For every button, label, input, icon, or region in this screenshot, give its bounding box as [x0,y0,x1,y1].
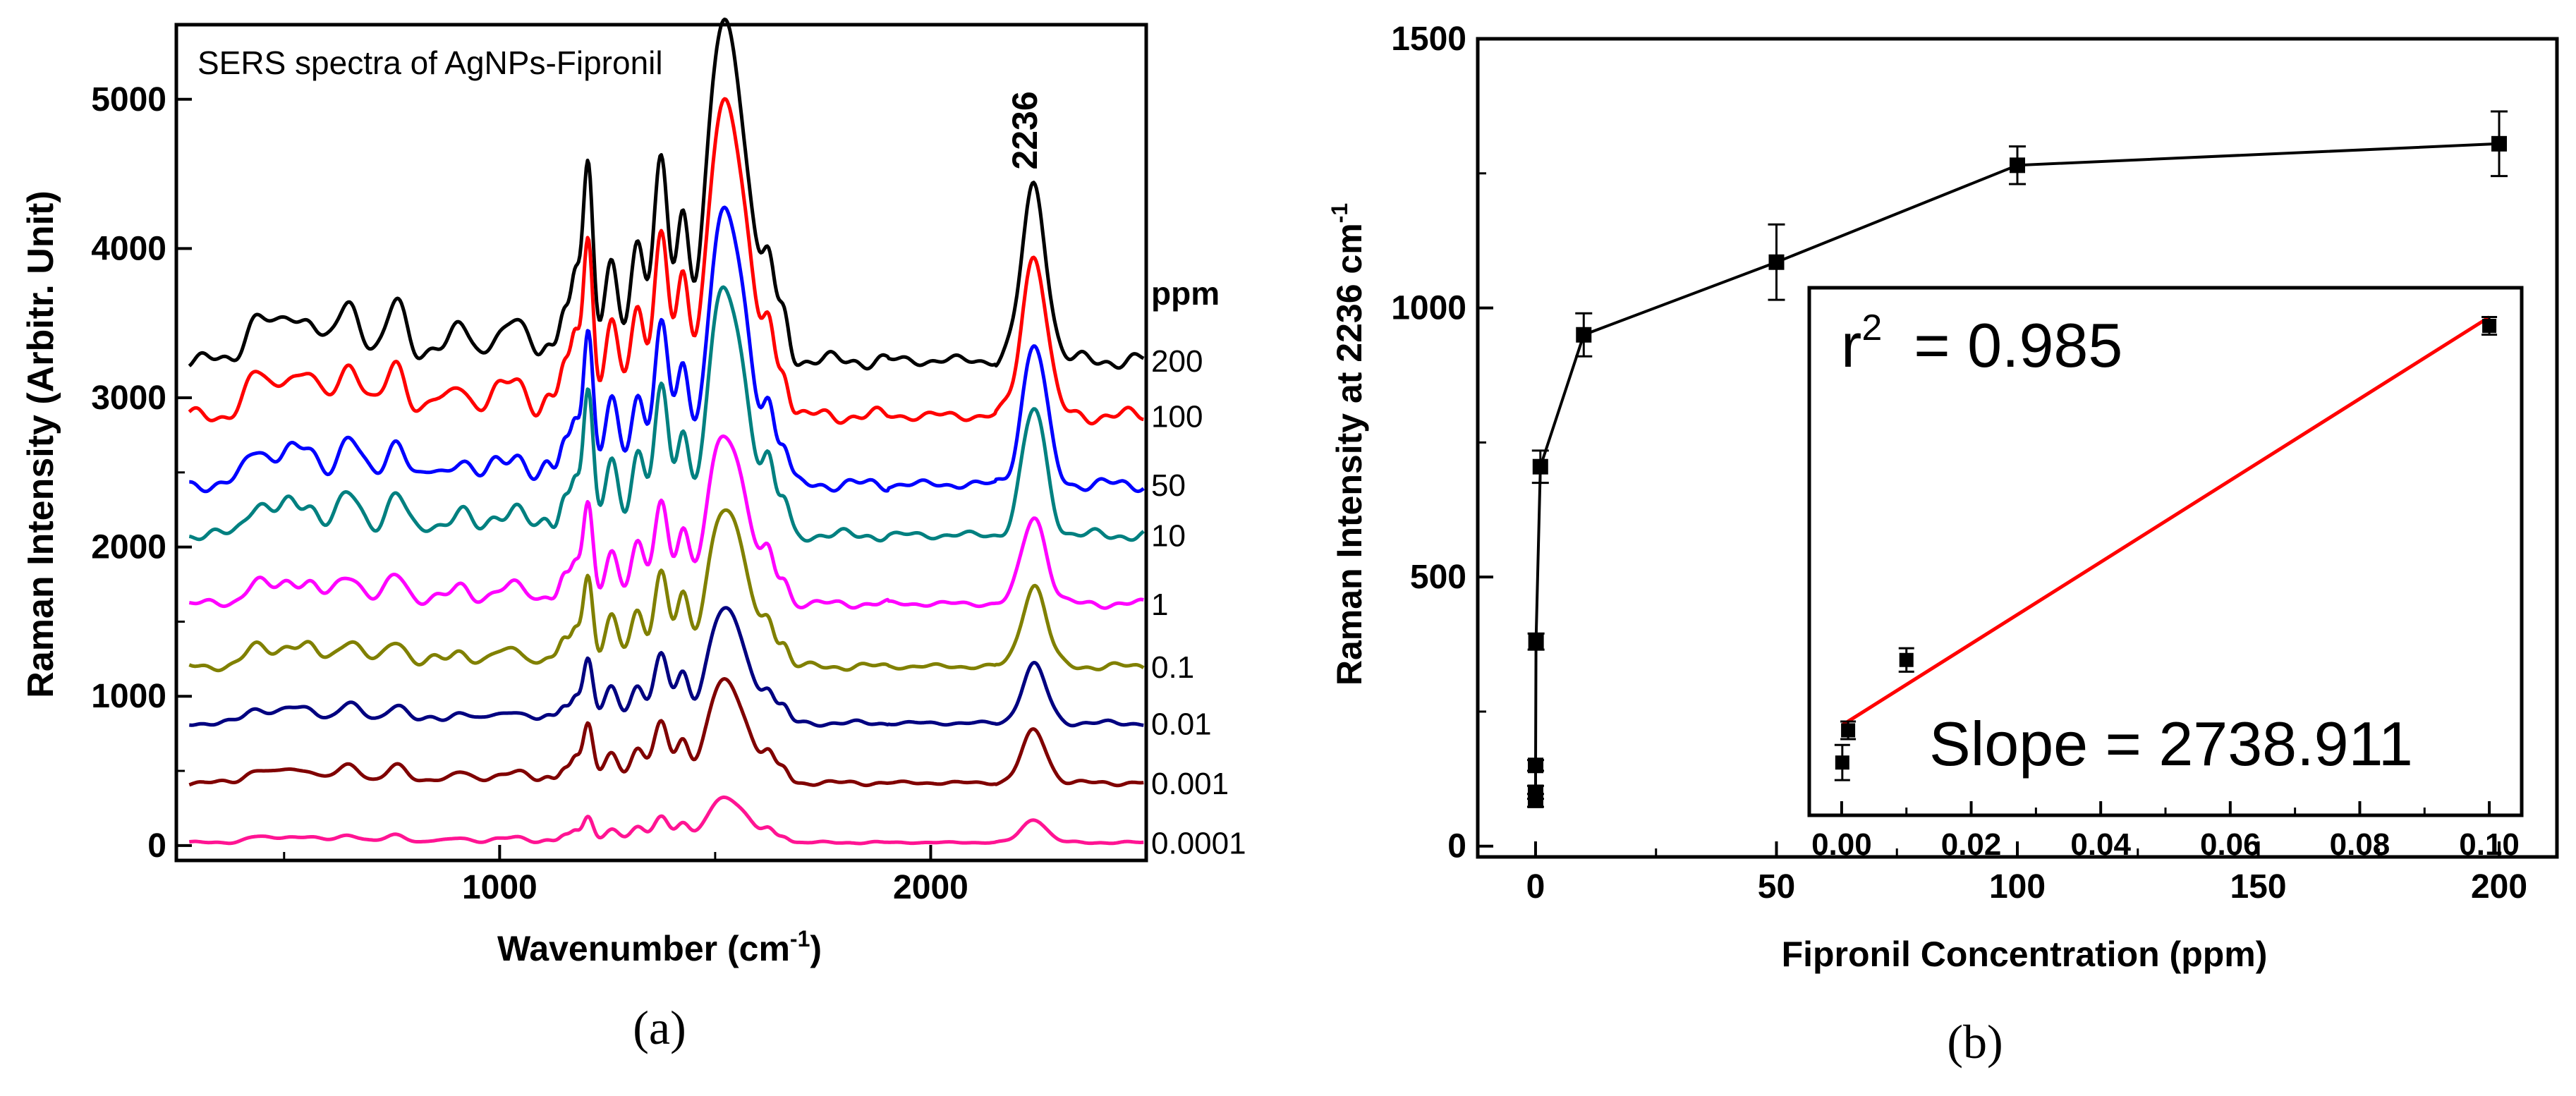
panel-b-data [1526,110,2508,808]
y-tick-label: 5000 [91,81,166,118]
inset-data-point [2482,319,2497,334]
panel-a-caption: (a) [633,1001,686,1054]
spectrum-line-50 [188,205,1145,494]
series-label-100: 100 [1151,399,1203,434]
y-tick-label: 500 [1410,559,1466,596]
y-tick-label: 0 [1447,828,1466,865]
data-point [2491,135,2508,152]
inset-frame [1807,286,2524,817]
series-label-10: 10 [1151,519,1186,554]
spectrum-line-0.0001 [188,795,1144,846]
fit-line [1841,315,2491,727]
panel-a-title: SERS spectra of AgNPs-Fipronil [198,44,663,81]
y-tick-label: 1000 [91,678,166,715]
panel-b-y-axis-label: Raman Intensity at 2236 cm-1 [1327,203,1369,686]
panel-b-inset: 0.00 0.02 0.04 0.06 0.08 0.10 r2 = 0.985 Slope… [1807,286,2524,862]
inset-x-tick-label: 0.06 [2200,827,2261,862]
data-point [1527,784,1543,800]
series-label-0.0001: 0.0001 [1151,827,1246,861]
inset-x-tick-label: 0.00 [1811,827,1872,862]
panel-a: SERS spectra of AgNPs-Fipronil Raman Int… [20,17,1246,1054]
data-point [1768,254,1785,270]
y-tick-label: 1500 [1391,20,1466,58]
y-tick-label: 1000 [1391,290,1466,327]
panel-a-legend-title: ppm [1151,275,1220,312]
inset-data [1834,315,2498,781]
spectrum-line-0.001 [188,677,1144,788]
inset-x-tick-label: 0.02 [1941,827,2002,862]
x-tick-label: 100 [1989,868,2046,906]
data-point [1528,757,1544,774]
panel-b: Raman Intensity at 2236 cm-1 Fipronil Co… [1327,20,2559,1068]
panel-b-caption: (b) [1947,1015,2003,1068]
series-label-1: 1 [1151,587,1168,622]
inset-x-tick-label: 0.08 [2330,827,2390,862]
spectrum-line-100 [188,97,1144,426]
y-tick-label: 2000 [91,529,166,566]
spectrum-line-1 [188,434,1144,610]
panel-b-x-axis-label: Fipronil Concentration (ppm) [1782,934,2268,974]
panel-a-plot-frame [174,23,1148,863]
inset-data-point [1835,755,1849,770]
panel-a-series-labels: 200 100 50 10 1 0.1 0.01 0.001 0.0001 [1151,344,1246,860]
data-point [2010,157,2025,173]
panel-a-spectra [188,17,1145,846]
inset-axis-ticks: 0.00 0.02 0.04 0.06 0.08 0.10 [1811,801,2520,862]
series-label-200: 200 [1151,344,1203,379]
panel-a-y-axis-label: Raman Intensity (Arbitr. Unit) [20,190,61,698]
panel-a-axis-ticks: 0 1000 2000 3000 4000 5000 1000 2000 [91,81,968,906]
spectrum-line-200 [188,17,1145,371]
x-tick-label: 200 [2471,868,2527,906]
data-point [1532,458,1548,475]
inset-data-point [1899,652,1914,667]
spectrum-line-0.01 [188,606,1144,728]
series-label-50: 50 [1151,468,1186,503]
series-label-0.001: 0.001 [1151,767,1229,801]
panel-b-axis-ticks: 0 500 1000 1500 0 50 100 150 200 [1391,20,2527,906]
y-tick-label: 4000 [91,230,166,267]
series-label-0.01: 0.01 [1151,707,1212,741]
x-tick-label: 0 [1526,868,1545,906]
x-tick-label: 50 [1758,868,1795,906]
x-tick-label: 150 [2230,868,2286,906]
panel-a-peak-label: 2236 [1005,91,1045,169]
inset-x-tick-label: 0.10 [2459,827,2520,862]
spectrum-line-0.1 [188,508,1145,673]
y-tick-label: 0 [147,827,166,865]
x-tick-label: 1000 [462,869,537,906]
inset-slope: Slope = 2738.911 [1929,709,2413,779]
spectrum-line-10 [188,285,1145,543]
x-tick-label: 2000 [893,869,968,906]
series-label-0.1: 0.1 [1151,650,1194,685]
inset-data-point [1841,723,1856,738]
inset-r-squared: r2 = 0.985 [1841,308,2122,380]
data-point [1576,327,1592,343]
data-point [1528,633,1544,650]
panel-a-x-axis-label: Wavenumber (cm-1) [497,926,822,968]
inset-x-tick-label: 0.04 [2070,827,2131,862]
y-tick-label: 3000 [91,379,166,417]
